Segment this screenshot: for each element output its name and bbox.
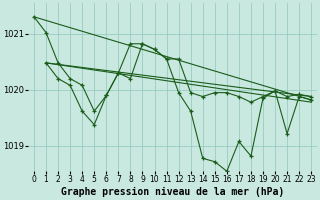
X-axis label: Graphe pression niveau de la mer (hPa): Graphe pression niveau de la mer (hPa) [61, 187, 284, 197]
